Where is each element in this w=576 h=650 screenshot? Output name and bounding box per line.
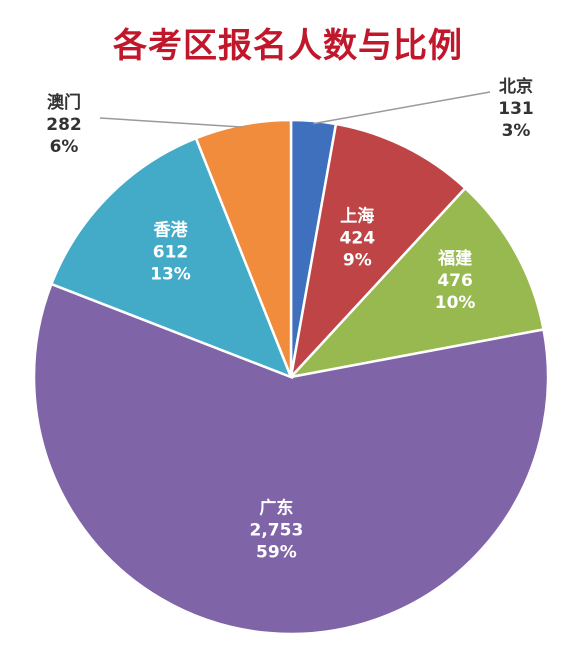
slice-label-percent-0: 3% xyxy=(502,121,531,141)
leader-line-5 xyxy=(99,117,244,128)
slice-label-percent-1: 9% xyxy=(343,251,372,271)
slice-label-percent-5: 6% xyxy=(50,137,79,157)
slice-label-value-0: 131 xyxy=(498,99,534,119)
slice-label-name-3: 广东 xyxy=(259,498,293,519)
slice-label-value-5: 282 xyxy=(46,115,82,135)
slice-label-percent-3: 59% xyxy=(256,543,297,563)
pie-slice-2 xyxy=(287,186,546,379)
slice-label-value-1: 424 xyxy=(340,229,376,249)
slice-label-name-4: 香港 xyxy=(154,220,189,241)
pie-slice-5 xyxy=(194,118,293,378)
slice-label-value-3: 2,753 xyxy=(250,521,304,541)
pie-slice-4 xyxy=(49,136,294,380)
slice-label-value-2: 476 xyxy=(437,271,473,291)
chart-title: 各考区报名人数与比例 xyxy=(113,26,463,66)
pie-slice-3 xyxy=(32,282,550,636)
slice-label-name-0: 北京 xyxy=(499,76,533,97)
pie-slice-1 xyxy=(289,122,468,381)
slice-label-percent-4: 13% xyxy=(150,265,191,285)
leader-line-0 xyxy=(313,91,491,125)
slice-label-name-2: 福建 xyxy=(437,248,472,269)
slice-label-name-1: 上海 xyxy=(340,206,374,227)
slice-label-value-4: 612 xyxy=(153,243,189,263)
pie-slices xyxy=(32,118,550,636)
slice-label-name-5: 澳门 xyxy=(47,92,81,113)
leader-lines xyxy=(99,91,491,128)
slice-label-percent-2: 10% xyxy=(435,293,476,313)
